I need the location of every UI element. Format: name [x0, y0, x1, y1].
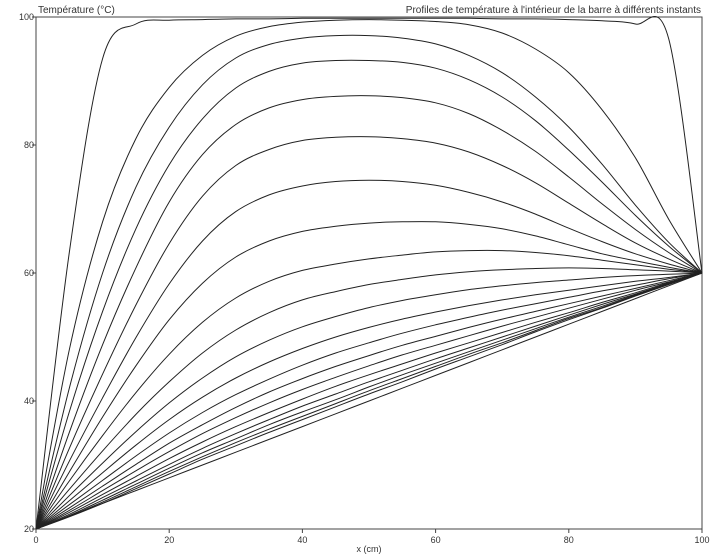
x-tick-label: 40 — [297, 535, 307, 545]
series-line — [35, 136, 703, 530]
series-line — [35, 59, 703, 530]
x-tick-label: 80 — [564, 535, 574, 545]
series-line — [35, 272, 703, 530]
x-tick-label: 100 — [694, 535, 709, 545]
series-line — [35, 272, 703, 530]
series-line — [35, 272, 703, 530]
x-axis-ticks: 0 20 40 60 80 100 — [33, 529, 710, 545]
x-tick-label: 60 — [431, 535, 441, 545]
series-line — [35, 272, 703, 530]
y-tick-label: 40 — [24, 396, 34, 406]
series-curves — [35, 16, 703, 530]
series-line — [35, 95, 703, 530]
series-line — [35, 272, 703, 530]
series-line — [35, 272, 703, 530]
x-tick-label: 0 — [33, 535, 38, 545]
series-line — [35, 221, 703, 530]
y-tick-label: 100 — [19, 12, 34, 22]
series-line — [35, 249, 703, 530]
series-line — [35, 272, 703, 530]
y-axis-ticks: 20 40 60 80 100 — [19, 12, 36, 534]
x-axis-label: x (cm) — [357, 544, 382, 554]
series-line — [35, 272, 703, 530]
y-tick-label: 20 — [24, 524, 34, 534]
plot-background — [35, 16, 703, 530]
series-line — [35, 16, 703, 530]
series-line — [35, 179, 703, 530]
series-line — [35, 19, 703, 530]
series-line — [35, 267, 703, 530]
y-tick-label: 60 — [24, 268, 34, 278]
x-tick-label: 20 — [164, 535, 174, 545]
y-tick-label: 80 — [24, 140, 34, 150]
series-line — [35, 34, 703, 530]
series-line — [35, 272, 703, 530]
series-line — [35, 272, 703, 530]
y-axis-label: Température (°C) — [38, 5, 115, 16]
series-line — [35, 272, 703, 530]
chart-title: Profiles de température à l'intérieur de… — [406, 5, 701, 16]
